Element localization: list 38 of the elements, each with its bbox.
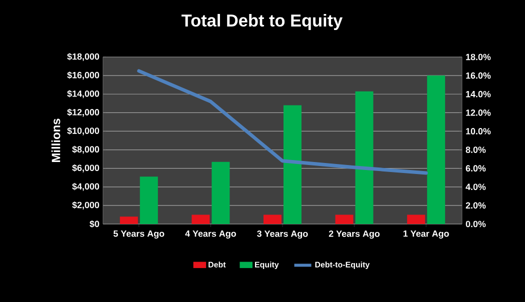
y-tick-label: $0: [90, 220, 100, 228]
x-tick-label: 2 Years Ago: [328, 230, 380, 239]
y-axis-title: Millions: [51, 118, 60, 162]
bar: [264, 214, 282, 224]
y2-tick-label: 14.0%: [466, 90, 491, 98]
y-tick-label: $16,000: [67, 72, 100, 80]
bar: [335, 214, 354, 224]
y-tick-label: $8,000: [72, 146, 100, 154]
bar: [355, 91, 374, 224]
bar: [140, 176, 158, 224]
y-tick-label: $6,000: [72, 164, 100, 172]
bar: [284, 105, 302, 224]
y2-tick-label: 2.0%: [466, 202, 486, 209]
chart-title: Total Debt to Equity: [182, 14, 343, 30]
bar: [427, 76, 446, 224]
bar: [212, 162, 230, 224]
x-tick-label: 4 Years Ago: [185, 230, 236, 239]
y2-tick-label: 0.0%: [466, 220, 486, 228]
y2-tick-label: 4.0%: [466, 184, 486, 190]
y-tick-label: $14,000: [67, 90, 100, 98]
x-tick-label: 3 Years Ago: [257, 230, 308, 239]
y2-tick-label: 16.0%: [466, 72, 491, 79]
bar: [407, 214, 426, 224]
x-tick-label: 1 Year Ago: [403, 230, 449, 239]
bar: [120, 216, 138, 224]
y2-tick-label: 6.0%: [466, 165, 486, 172]
y2-tick-label: 10.0%: [466, 128, 491, 134]
y-tick-label: $4,000: [72, 182, 100, 191]
y2-tick-label: 18.0%: [466, 54, 491, 60]
y-tick-label: $10,000: [67, 127, 100, 136]
y2-tick-label: 12.0%: [466, 109, 491, 116]
y-tick-label: $12,000: [67, 108, 100, 117]
bar: [192, 214, 210, 224]
y-tick-label: $18,000: [67, 52, 100, 62]
y-tick-label: $2,000: [72, 201, 100, 210]
line-series: [137, 69, 428, 175]
x-tick-label: 5 Years Ago: [114, 230, 164, 239]
y2-tick-label: 8.0%: [466, 146, 486, 153]
